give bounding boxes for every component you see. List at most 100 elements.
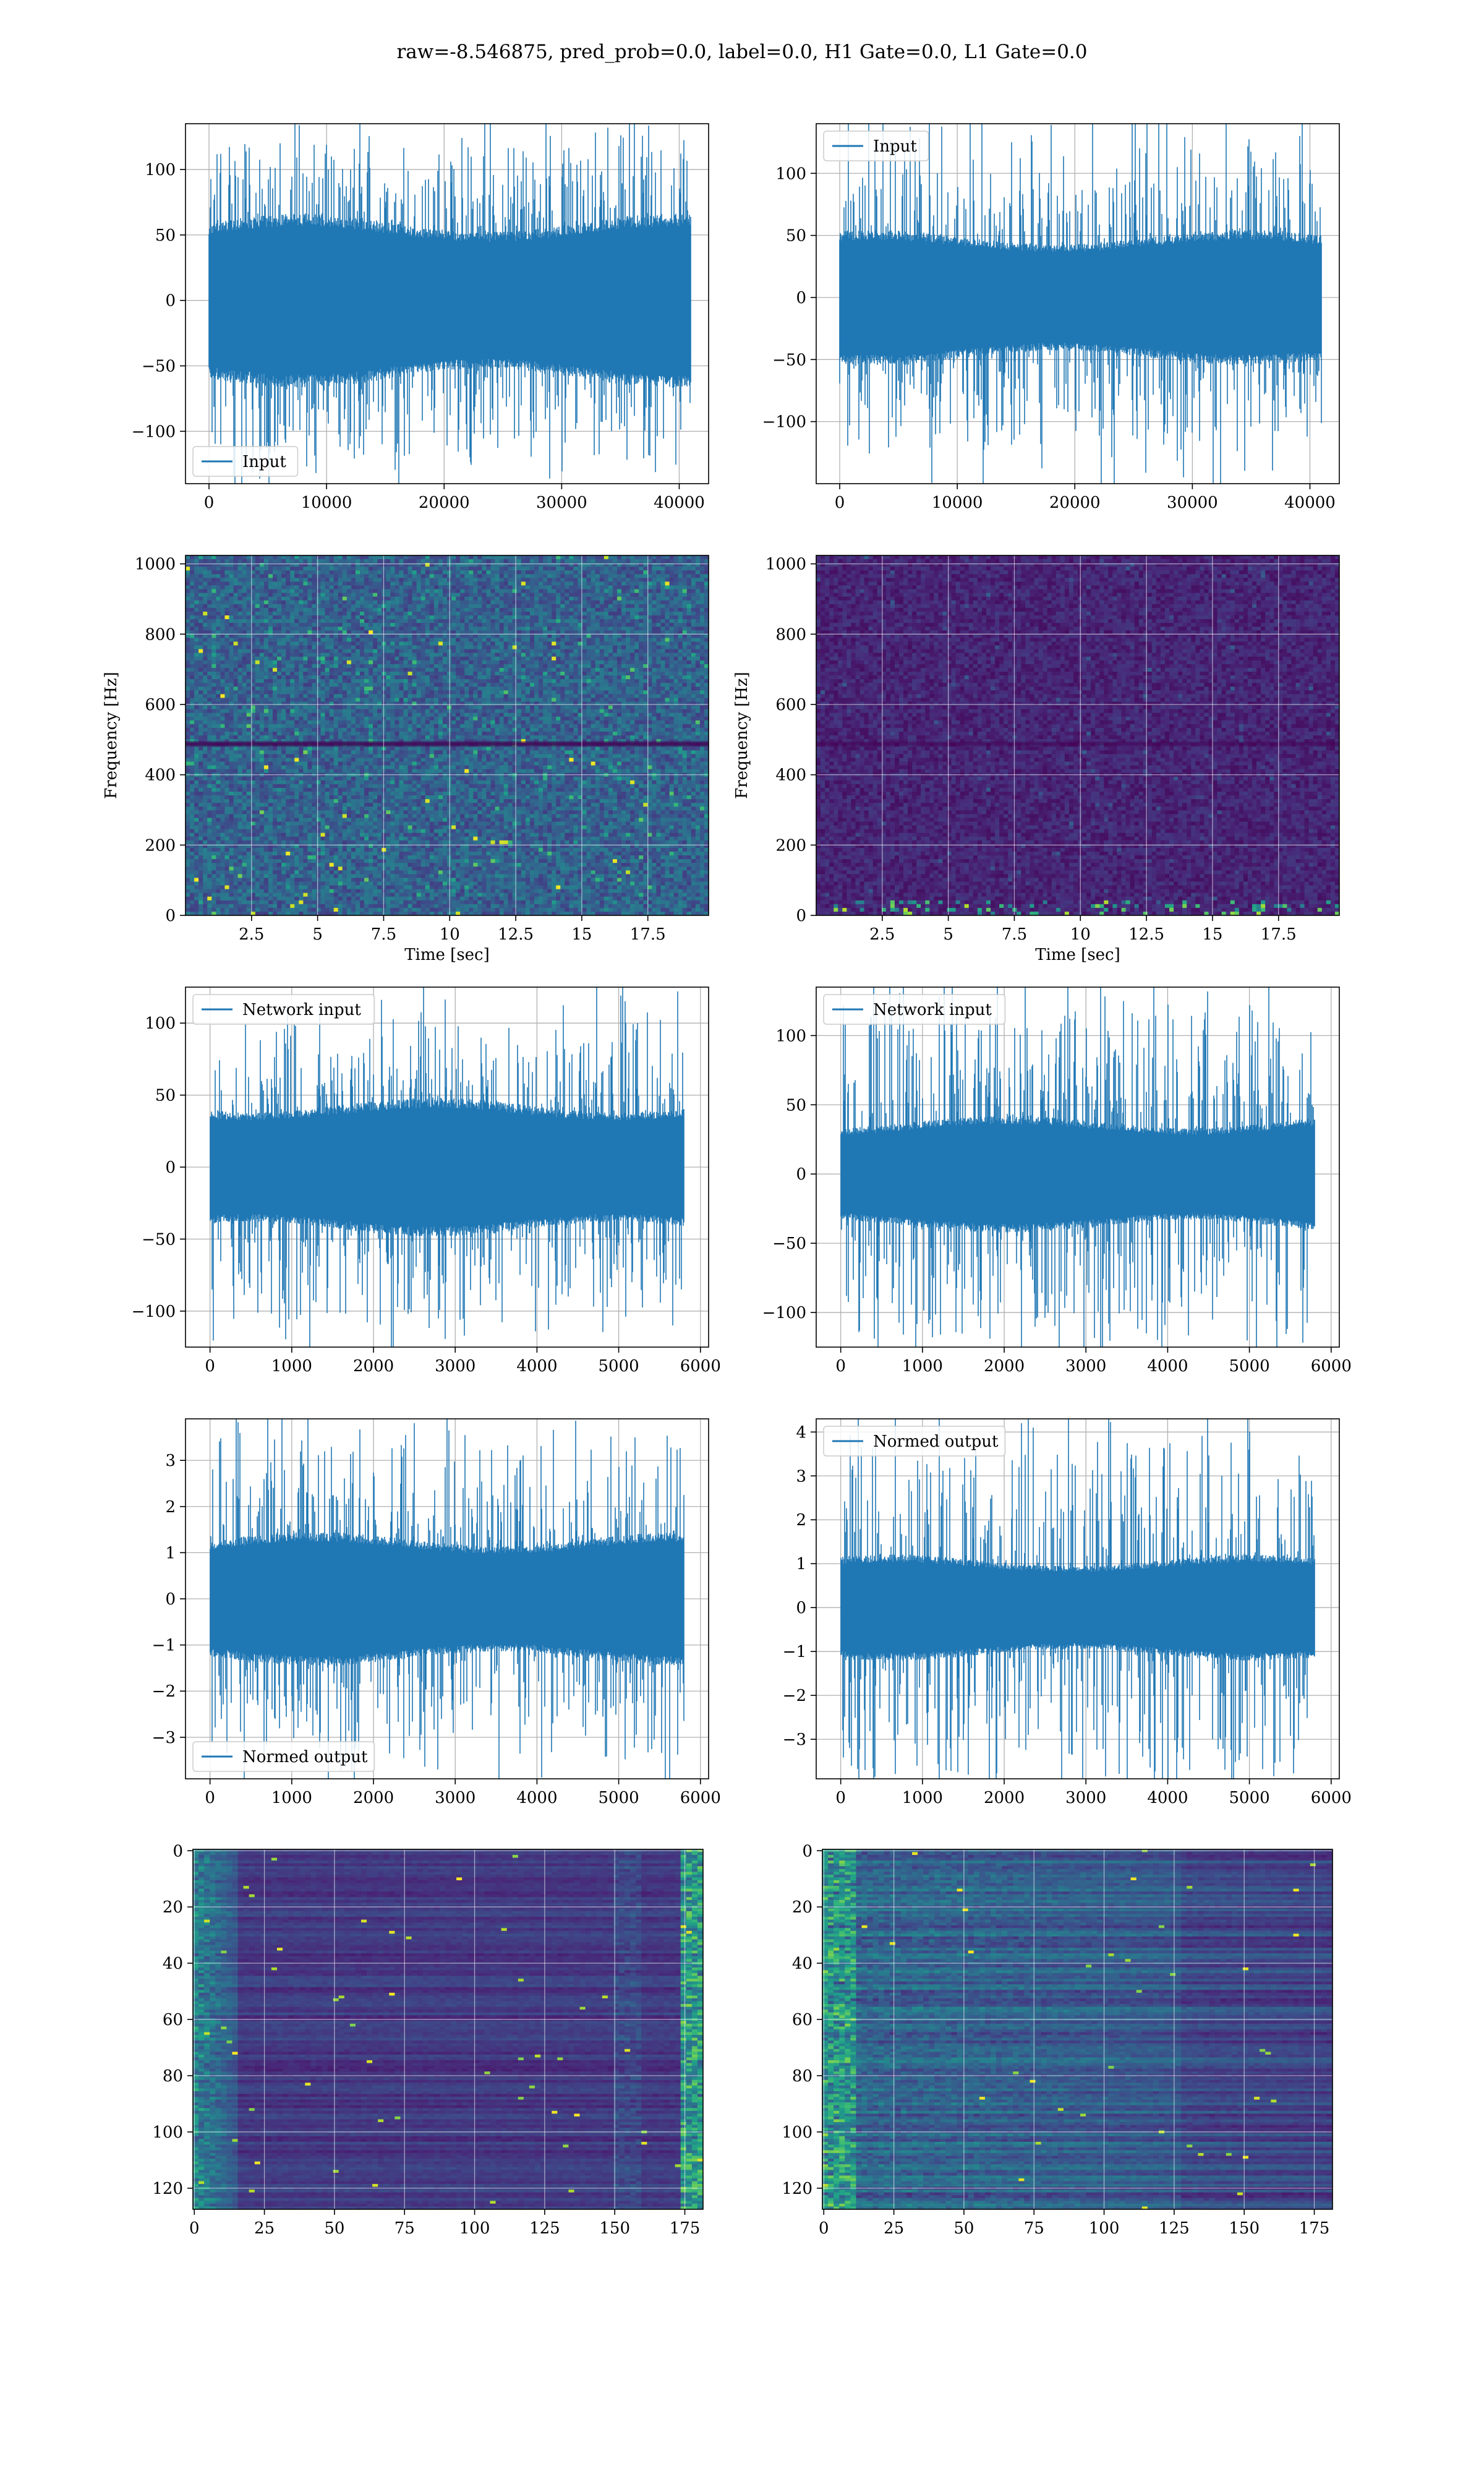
heatmap-cell	[242, 604, 247, 609]
heatmap-cell	[216, 795, 221, 800]
heatmap-cell	[403, 776, 409, 781]
heatmap-cell	[312, 596, 317, 601]
heatmap-cell	[333, 878, 339, 883]
heatmap-cell	[220, 563, 226, 567]
heatmap-cell	[186, 679, 190, 683]
heatmap-cell	[373, 743, 378, 747]
heatmap-cell	[290, 698, 295, 703]
heatmap-cell	[364, 604, 369, 609]
heatmap-cell	[316, 878, 322, 883]
heatmap-cell	[394, 803, 400, 807]
heatmap-cell	[207, 799, 212, 803]
heatmap-cell	[338, 649, 343, 654]
heatmap-cell	[259, 776, 265, 781]
heatmap-cell	[211, 754, 216, 758]
heatmap-cell	[190, 795, 195, 800]
heatmap-cell	[229, 683, 234, 687]
heatmap-cell	[250, 664, 256, 669]
heatmap-cell	[229, 656, 234, 661]
heatmap-cell	[394, 847, 400, 852]
heatmap-cell	[190, 881, 195, 886]
heatmap-cell	[237, 634, 243, 638]
heatmap-cell	[320, 694, 326, 698]
heatmap-cell	[220, 656, 226, 661]
heatmap-cell	[198, 585, 203, 590]
heatmap-cell	[303, 803, 308, 807]
heatmap-cell	[290, 638, 295, 643]
heatmap-cell	[360, 559, 365, 563]
heatmap-cell	[351, 892, 356, 897]
heatmap-cell	[211, 671, 216, 676]
heatmap-cell	[386, 731, 391, 736]
heatmap-cell	[220, 705, 226, 710]
heatmap-cell	[259, 675, 265, 680]
heatmap-cell	[294, 825, 299, 830]
heatmap-cell	[394, 649, 400, 654]
heatmap-cell	[255, 649, 260, 654]
heatmap-cell	[312, 867, 317, 871]
heatmap-cell	[403, 787, 409, 792]
heatmap-cell	[386, 649, 391, 654]
heatmap-cell	[329, 814, 335, 818]
heatmap-cell	[229, 694, 234, 698]
heatmap-cell	[203, 863, 208, 867]
heatmap-cell	[263, 623, 269, 627]
heatmap-cell	[355, 559, 360, 563]
heatmap-cell	[394, 885, 400, 890]
heatmap-cell	[377, 814, 382, 818]
heatmap-cell	[369, 829, 373, 834]
heatmap-cell	[198, 716, 203, 721]
heatmap-cell	[294, 671, 299, 676]
heatmap-cell	[237, 761, 243, 766]
heatmap-cell	[190, 660, 195, 665]
heatmap-cell	[273, 615, 278, 620]
heatmap-cell	[386, 904, 391, 909]
heatmap-cell	[207, 833, 212, 837]
heatmap-cell	[316, 679, 322, 683]
heatmap-cell	[286, 630, 291, 635]
heatmap-cell	[290, 807, 295, 811]
heatmap-cell	[346, 570, 352, 575]
heatmap-cell	[190, 649, 195, 654]
heatmap-cell	[338, 735, 343, 740]
heatmap-cell	[290, 716, 295, 721]
y-tick-label: 50	[155, 226, 176, 245]
heatmap-cell	[216, 713, 221, 717]
heatmap-cell	[394, 892, 400, 897]
heatmap-cell	[216, 559, 221, 563]
heatmap-cell	[263, 735, 269, 740]
heatmap-cell	[207, 578, 212, 583]
heatmap-cell	[320, 851, 326, 856]
heatmap-cell	[255, 638, 260, 643]
heatmap-cell	[186, 638, 190, 643]
heatmap-cell	[246, 567, 252, 571]
heatmap-cell	[263, 807, 269, 811]
heatmap-cell	[364, 833, 369, 837]
heatmap-cell	[355, 709, 360, 714]
heatmap-cell	[360, 687, 365, 691]
heatmap-cell	[237, 581, 243, 586]
heatmap-cell	[207, 705, 212, 710]
heatmap-cell	[351, 881, 356, 886]
heatmap-cell	[190, 735, 195, 740]
heatmap-cell	[198, 735, 203, 740]
heatmap-cell	[250, 836, 256, 841]
heatmap-cell	[207, 795, 212, 800]
heatmap-cell	[203, 727, 208, 732]
heatmap-cell	[277, 660, 282, 665]
heatmap-cell	[307, 829, 313, 834]
heatmap-cell	[194, 619, 199, 623]
heatmap-cell	[360, 589, 365, 594]
heatmap-cell	[299, 747, 304, 751]
heatmap-cell	[250, 833, 256, 837]
heatmap-cell	[364, 829, 369, 834]
y-tick-label: 0	[165, 292, 176, 310]
heatmap-cell	[207, 870, 212, 875]
heatmap-cell	[316, 907, 322, 912]
heatmap-cell	[281, 780, 286, 785]
heatmap-cell	[273, 701, 278, 706]
heatmap-cell	[342, 585, 348, 590]
heatmap-cell	[224, 683, 230, 687]
heatmap-cell	[369, 656, 373, 661]
heatmap-cell	[203, 829, 208, 834]
